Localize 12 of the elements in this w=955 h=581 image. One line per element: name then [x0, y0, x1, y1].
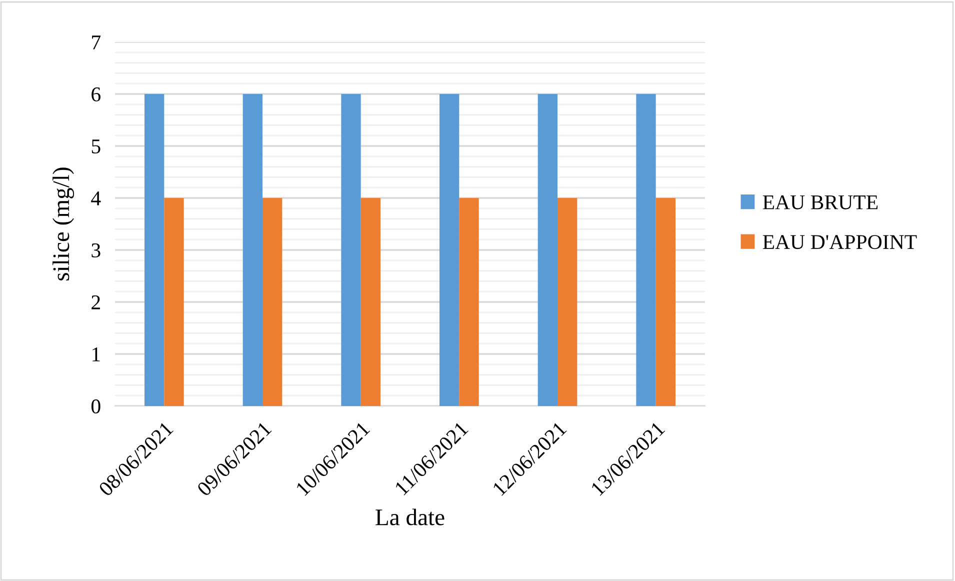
y-tick-label: 0: [91, 399, 100, 414]
y-tick-label: 5: [92, 140, 100, 154]
y-tick-label: 1: [92, 347, 100, 362]
legend-label: EAU BRUTE: [762, 195, 878, 210]
y-tick-label: 2: [92, 295, 100, 310]
y-tick-label: 7: [92, 36, 101, 50]
y-tick-label: 6: [92, 87, 100, 102]
y-tick-label: 3: [92, 243, 100, 258]
x-axis-title: La date: [376, 508, 444, 526]
y-tick-label: 4: [91, 192, 101, 206]
y-axis-title: silice (mg/l): [52, 168, 74, 280]
legend-label: EAU D'APPOINT: [762, 235, 917, 250]
